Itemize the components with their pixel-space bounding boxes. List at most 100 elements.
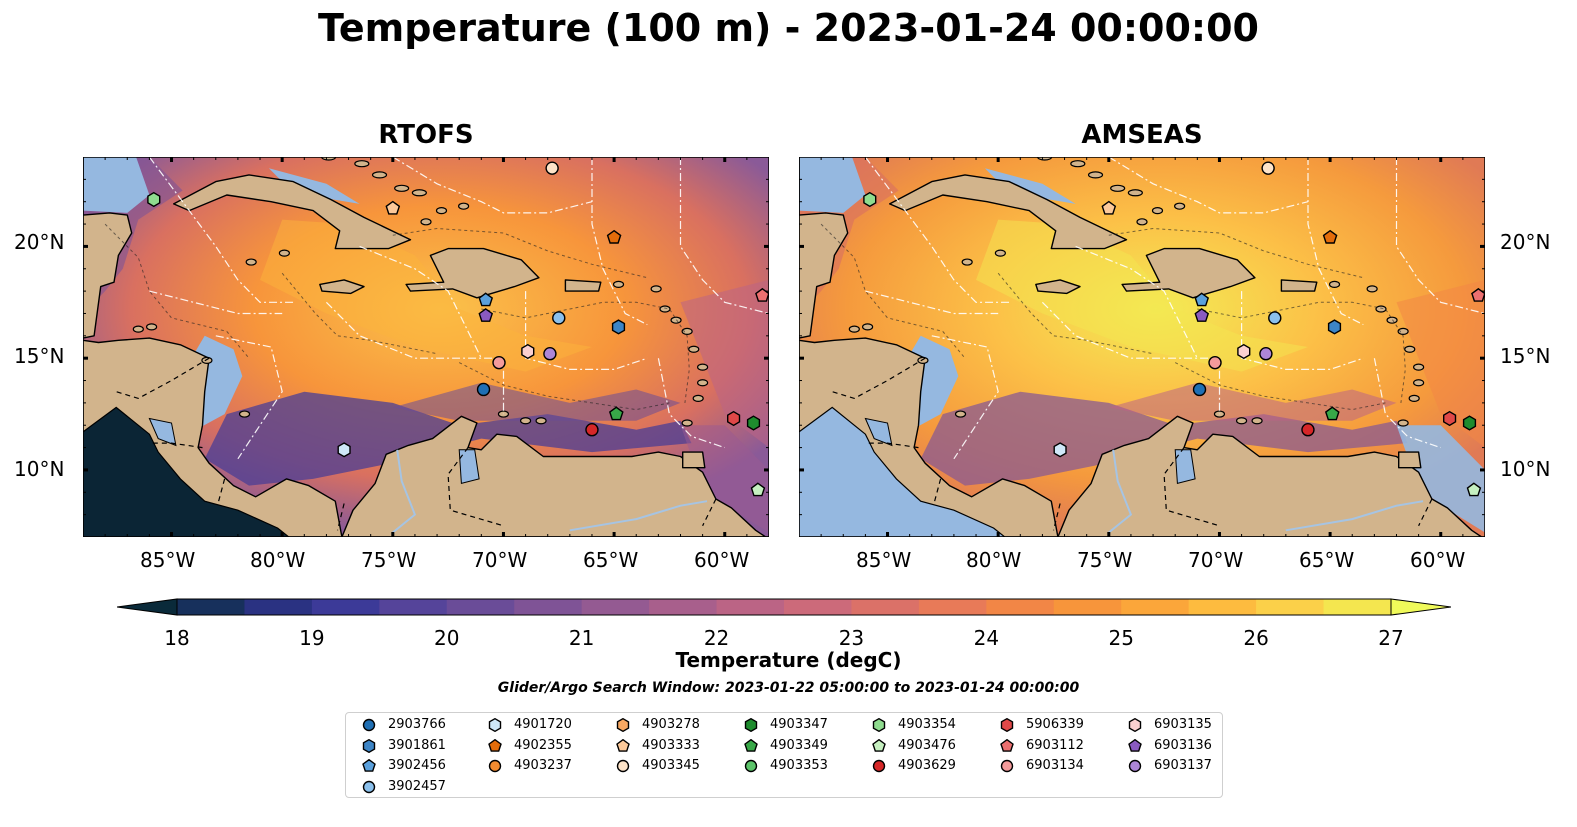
legend-marker-6903134: [1000, 759, 1014, 772]
search-window-text: Glider/Argo Search Window: 2023-01-22 05…: [497, 680, 1080, 696]
colorbar-segment: [851, 599, 920, 615]
legend-item: 4903347: [744, 717, 828, 732]
float-marker-4903333: [1101, 200, 1117, 215]
legend-label: 4903237: [514, 758, 572, 773]
float-marker-6903136: [1194, 308, 1210, 322]
legend-label: 3902456: [388, 758, 446, 773]
colorbar-tick-label: 19: [299, 626, 325, 650]
circle-marker-icon: [362, 718, 376, 731]
float-marker-6903112: [755, 287, 769, 302]
hexagon-marker-icon: [362, 738, 376, 753]
float-marker-2903766: [476, 382, 491, 397]
float-marker-5906339: [727, 410, 741, 427]
legend-marker-2903766: [362, 718, 376, 731]
legend-item: 4902355: [488, 738, 572, 753]
legend-marker-4903333: [616, 738, 630, 752]
map-rtofs: [83, 157, 769, 537]
legend: 2903766 3901861 3902456 3902457 4901720 49023…: [345, 712, 1223, 798]
lon-tick-80w-left: 80°W: [250, 548, 306, 572]
panel-title-amseas: AMSEAS: [1081, 120, 1203, 150]
float-marker-3902457: [552, 311, 566, 325]
float-marker-4901720: [1053, 442, 1067, 458]
float-marker-4903349: [608, 406, 624, 421]
legend-marker-4903349: [744, 738, 758, 752]
legend-marker-4903278: [616, 717, 630, 732]
legend-label: 4903333: [642, 738, 700, 753]
colorbar-tick-label: 26: [1243, 626, 1269, 650]
circle-marker-icon: [744, 759, 758, 772]
legend-marker-6903136: [1128, 738, 1142, 752]
pentagon-marker-icon: [1128, 738, 1142, 752]
float-marker-2903766: [1192, 382, 1207, 397]
legend-marker-3902456: [362, 758, 376, 772]
colorbar-tick-label: 27: [1378, 626, 1404, 650]
legend-label: 4903354: [898, 717, 956, 732]
legend-item: 4903476: [872, 738, 956, 753]
legend-label: 4903278: [642, 717, 700, 732]
legend-item: 4903349: [744, 738, 828, 753]
legend-marker-4903353: [744, 759, 758, 772]
pentagon-marker-icon: [744, 738, 758, 752]
float-marker-4903354: [147, 191, 161, 208]
colorbar-segment: [1323, 599, 1392, 615]
float-marker-3902457: [1268, 311, 1282, 325]
colorbar-segment: [581, 599, 650, 615]
colorbar-segment: [918, 599, 987, 615]
float-marker-4903349: [1324, 406, 1340, 421]
colorbar-segment: [1121, 599, 1190, 615]
legend-item: 2903766: [362, 717, 446, 732]
float-marker-3902456: [478, 292, 494, 307]
colorbar-segment: [311, 599, 380, 615]
colorbar-extend-high: [1390, 598, 1451, 616]
float-marker-6903137: [543, 347, 557, 361]
float-marker-6903134: [492, 355, 506, 370]
legend-marker-4902355: [488, 738, 502, 752]
float-marker-4903629: [1301, 423, 1315, 437]
float-marker-6903135: [1237, 343, 1251, 360]
colorbar-segment: [446, 599, 515, 615]
lat-tick-10n-right: 10°N: [1500, 457, 1551, 481]
legend-item: 5906339: [1000, 717, 1084, 732]
lon-tick-65w-left: 65°W: [583, 548, 639, 572]
legend-item: 4903345: [616, 758, 700, 773]
colorbar-tick-label: 21: [568, 626, 595, 650]
colorbar-segment: [649, 599, 718, 615]
float-marker-4903345: [545, 161, 559, 175]
legend-label: 4903347: [770, 717, 828, 732]
float-marker-4903629: [585, 423, 599, 437]
hexagon-marker-icon: [1128, 717, 1142, 732]
hexagon-marker-icon: [1000, 717, 1014, 732]
legend-marker-6903137: [1128, 759, 1142, 772]
colorbar-tick-label: 22: [703, 626, 730, 650]
legend-item: 4903333: [616, 738, 700, 753]
float-marker-4903345: [1261, 161, 1275, 175]
colorbar-segment: [716, 599, 785, 615]
lat-tick-15n-left: 15°N: [14, 344, 65, 368]
hexagon-marker-icon: [744, 717, 758, 732]
float-marker-5906339: [1443, 410, 1457, 427]
legend-marker-5906339: [1000, 717, 1014, 732]
legend-item: 6903134: [1000, 758, 1084, 773]
pentagon-marker-icon: [872, 738, 886, 752]
legend-marker-4903237: [488, 759, 502, 772]
colorbar-extend-low: [117, 598, 178, 616]
float-marker-6903136: [478, 308, 494, 322]
colorbar-segment: [1256, 599, 1325, 615]
legend-item: 4903354: [872, 717, 956, 732]
legend-label: 6903135: [1154, 717, 1212, 732]
legend-marker-4903354: [872, 717, 886, 732]
hexagon-marker-icon: [616, 717, 630, 732]
lat-tick-20n-left: 20°N: [14, 230, 65, 254]
map-amseas: [799, 157, 1485, 537]
circle-marker-icon: [1000, 759, 1014, 772]
circle-marker-icon: [616, 759, 630, 772]
float-marker-6903134: [1208, 355, 1222, 370]
legend-marker-4903345: [616, 759, 630, 772]
legend-label: 3902457: [388, 779, 446, 794]
legend-label: 5906339: [1026, 717, 1084, 732]
legend-item: 6903135: [1128, 717, 1212, 732]
colorbar-segment: [986, 599, 1055, 615]
hexagon-marker-icon: [872, 717, 886, 732]
legend-marker-4903347: [744, 717, 758, 732]
legend-item: 3902457: [362, 779, 446, 794]
